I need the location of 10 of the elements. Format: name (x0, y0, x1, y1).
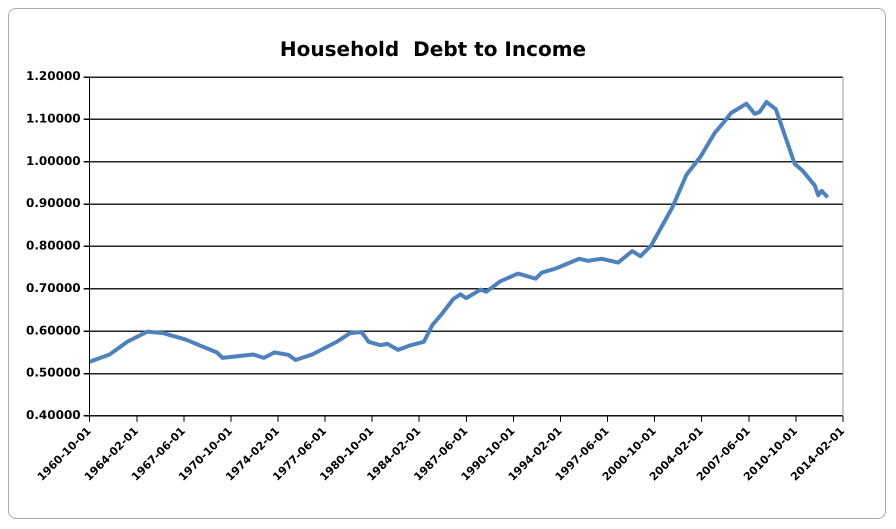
y-tick-label: 0.40000 (26, 408, 81, 422)
y-tick-label: 1.20000 (26, 69, 81, 84)
y-tick-label: 0.70000 (26, 280, 81, 295)
y-tick-label: 0.50000 (26, 366, 81, 380)
y-tick-label: 0.60000 (26, 323, 81, 338)
y-tick-label: 0.80000 (26, 238, 81, 253)
y-tick-label: 0.90000 (26, 196, 81, 210)
y-tick-label: 1.00000 (26, 154, 81, 168)
y-tick-label: 1.10000 (26, 111, 81, 126)
chart-title: Household Debt to Income (280, 37, 586, 62)
